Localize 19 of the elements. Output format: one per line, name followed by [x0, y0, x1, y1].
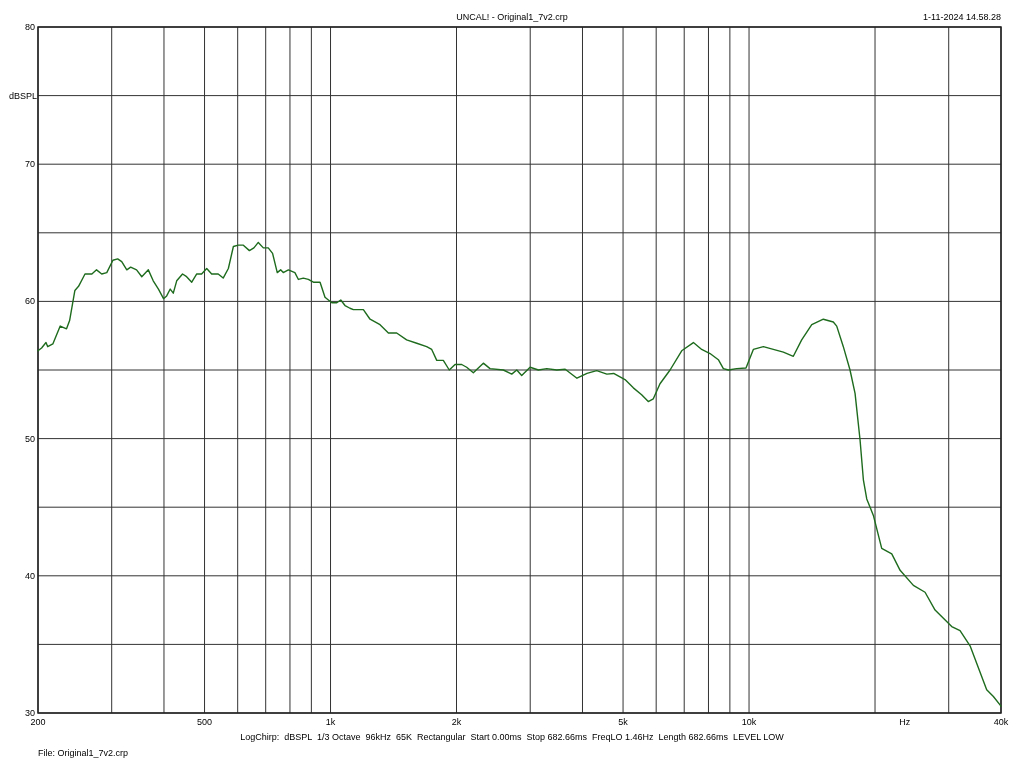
y-tick-label: 70 — [24, 159, 35, 170]
x-tick-label: 10k — [741, 717, 757, 727]
x-tick-label: 2k — [451, 717, 462, 727]
y-axis-title: dBSPL — [8, 90, 37, 101]
y-tick-label: 50 — [24, 433, 35, 444]
x-tick-label: 500 — [197, 717, 213, 727]
text: File: Original1_7v2.crp — [38, 748, 129, 758]
x-tick-label: 40k — [993, 717, 1009, 727]
y-tick-label: 40 — [24, 570, 35, 581]
y-tick-label: 80 — [24, 22, 35, 32]
y-tick-label: 30 — [24, 708, 35, 718]
text: LogChirp: dBSPL 1/3 Octave 96kHz 65K Rectangular Start 0.00ms Stop 682.66ms FreqLO 1.46Hz Length 682.66ms LEVEL LOW — [240, 732, 785, 742]
x-tick-label: 5k — [618, 717, 629, 727]
x-axis-title: Hz — [899, 717, 911, 727]
x-tick-label: 200 — [30, 717, 46, 727]
chart-title: UNCAL! - Original1_7v2.crp — [456, 12, 568, 22]
y-tick-label: 60 — [24, 296, 35, 307]
text: 1-11-2024 14.58.28 — [923, 12, 1001, 22]
x-tick-label: 1k — [325, 717, 336, 727]
